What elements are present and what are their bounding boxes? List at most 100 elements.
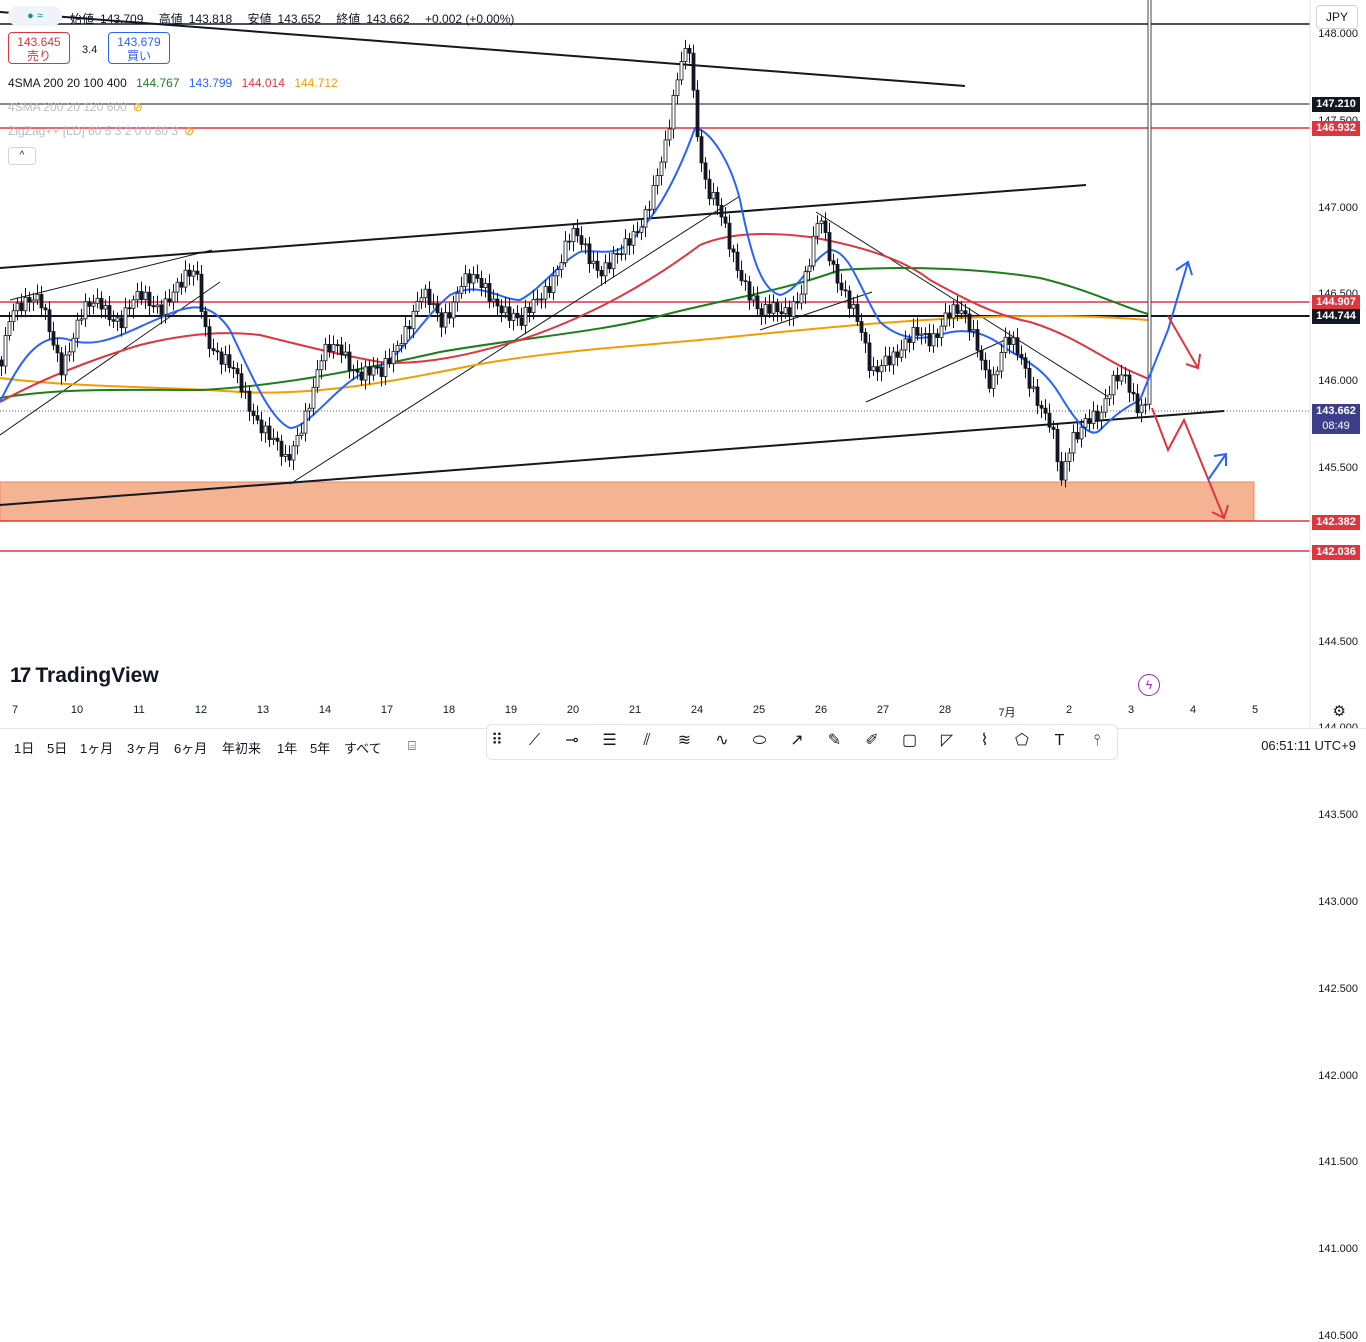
polyline-icon[interactable]: ⬠ (1015, 732, 1029, 749)
drag-handle-icon[interactable]: ⠿ (491, 732, 503, 749)
range-button[interactable]: 1日 (14, 741, 35, 756)
candle-body (939, 325, 944, 338)
candle-body (1063, 461, 1068, 481)
candle-body (723, 216, 728, 224)
range-button[interactable]: 6ヶ月 (174, 741, 208, 756)
trend-line-icon[interactable]: ⟋ (528, 732, 541, 749)
indicator-legend-4sma-hidden[interactable]: 4SMA 200 20 120 600 ⊘ (8, 100, 143, 114)
price-tick: 143.000 (1318, 896, 1358, 908)
candle-body (1011, 337, 1016, 345)
alert-bolt-icon[interactable]: ϟ (1138, 674, 1160, 696)
time-tick: 3 (1127, 704, 1135, 716)
candle-body (319, 360, 324, 371)
highlighter-icon[interactable]: ✐ (865, 732, 879, 749)
range-button[interactable]: 年初来 (222, 741, 262, 756)
range-button[interactable]: 5日 (47, 741, 68, 756)
curve-icon[interactable]: ∿ (715, 732, 729, 749)
arrow-icon[interactable]: ↗ (790, 732, 804, 749)
candle-body (0, 359, 4, 367)
time-tick: 20 (566, 704, 580, 716)
price-tag: 146.932 (1312, 121, 1360, 136)
candle-body (683, 47, 688, 62)
candle-body (1067, 452, 1072, 462)
candle-body (51, 331, 56, 346)
indicator-legend-zigzag[interactable]: ZigZag++ [LD] 60 5 3 2 0 0 80 3 ⊘ (8, 124, 195, 138)
path-icon[interactable]: ⌇ (980, 732, 989, 749)
fib-retracement-icon[interactable]: ≋ (677, 732, 692, 749)
candle-body (631, 231, 636, 246)
candle-body (907, 338, 912, 343)
collapse-legend-button[interactable]: ^ (8, 147, 36, 165)
brush-icon[interactable]: ✎ (827, 732, 842, 749)
settings-gear-icon[interactable]: ⚙ (1332, 703, 1346, 720)
candle-body (1051, 426, 1056, 430)
candle-body (43, 307, 48, 311)
price-chart-canvas[interactable] (0, 0, 1366, 768)
candle-body (303, 410, 308, 434)
candle-body (239, 373, 244, 393)
candle-body (719, 204, 724, 218)
indicator-legend-4sma[interactable]: 4SMA 200 20 100 400 144.767 143.799 144.… (8, 76, 338, 90)
candle-body (735, 251, 740, 271)
range-button[interactable]: すべて (344, 741, 382, 756)
candle-body (839, 282, 844, 291)
market-status-pill[interactable]: ● ≈ (8, 6, 62, 26)
candle-body (635, 231, 640, 234)
time-tick: 27 (876, 704, 890, 716)
time-tick: 19 (504, 704, 518, 716)
candle-body (823, 220, 828, 233)
triangle-icon[interactable]: ◸ (940, 732, 954, 749)
candle-body (739, 270, 744, 282)
calendar-range-icon[interactable]: ⌸ (408, 738, 416, 753)
candle-body (343, 351, 348, 355)
range-button[interactable]: 5年 (310, 741, 331, 756)
hidden-eye-icon[interactable]: ⊘ (132, 100, 143, 114)
trendline-thin-5 (865, 339, 1006, 403)
ellipse-icon[interactable]: ⬭ (752, 732, 767, 749)
currency-button[interactable]: JPY (1316, 5, 1358, 29)
pitchfork-icon[interactable]: ⫽ (643, 732, 651, 749)
candle-body (219, 351, 224, 365)
candle-body (507, 306, 512, 321)
sell-button[interactable]: 143.645 売り (8, 32, 70, 64)
rectangle-icon[interactable]: ▢ (901, 732, 918, 749)
candle-body (455, 292, 460, 303)
candle-body (991, 374, 996, 389)
candle-body (387, 358, 392, 365)
candle-body (1007, 336, 1012, 345)
price-tag: 147.210 (1312, 97, 1360, 112)
vertical-line-icon[interactable]: ⫯ (1093, 732, 1101, 749)
candle-body (1015, 337, 1020, 355)
clock-timezone[interactable]: 06:51:11 UTC+9 (1261, 738, 1356, 753)
candle-body (879, 365, 884, 373)
candle-body (783, 307, 788, 315)
candle-body (59, 352, 64, 376)
range-button[interactable]: 3ヶ月 (127, 741, 161, 756)
change-value: +0.002 (+0.00%) (425, 12, 515, 26)
candle-body (383, 358, 388, 377)
candle-body (647, 208, 652, 211)
candle-body (815, 223, 820, 237)
trendline-support (0, 410, 1225, 506)
buy-button[interactable]: 143.679 買い (108, 32, 170, 64)
range-button[interactable]: 1ヶ月 (80, 741, 114, 756)
candle-body (427, 288, 432, 306)
candle-body (639, 226, 644, 233)
range-button[interactable]: 1年 (277, 741, 298, 756)
parallel-channel-icon[interactable]: ☰ (602, 732, 617, 749)
horizontal-ray-icon[interactable]: ⊸ (565, 732, 579, 749)
candle-body (747, 281, 752, 301)
candle-body (759, 308, 764, 316)
candle-body (283, 454, 288, 457)
candle-body (399, 343, 404, 346)
candle-body (687, 47, 692, 54)
text-icon[interactable]: T (1054, 732, 1065, 749)
candle-body (371, 366, 376, 376)
candle-body (663, 139, 668, 163)
projection-blue-up-head (1175, 260, 1193, 276)
hidden-eye-icon[interactable]: ⊘ (184, 124, 195, 138)
tradingview-logo[interactable]: 17 TradingView (10, 664, 159, 687)
candle-body (295, 435, 300, 447)
price-tick: 142.000 (1318, 1069, 1358, 1082)
candle-body (419, 297, 424, 302)
